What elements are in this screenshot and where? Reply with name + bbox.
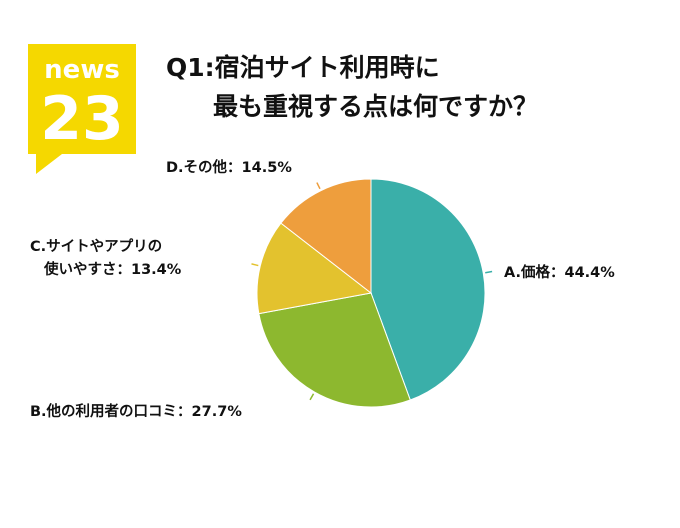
news23-logo: news 23 (28, 44, 136, 174)
slice-label-c-line1: C.サイトやアプリの (30, 238, 162, 255)
pie-slices (256, 178, 486, 408)
slice-label-b: B.他の利用者の口コミ：27.7% (30, 402, 242, 420)
slice-label-c-line2: 使いやすさ：13.4% (43, 260, 182, 278)
pie-slice-d (280, 178, 372, 295)
logo-text-23: 23 (40, 84, 124, 154)
logo-badge (28, 44, 136, 174)
pie-slice-c (256, 222, 373, 315)
chart-title-line1: Q1:宿泊サイト利用時に (166, 53, 440, 82)
leader-line-a (485, 270, 493, 274)
leader-line-b (309, 393, 315, 401)
slice-label-d: D.その他：14.5% (166, 158, 292, 176)
leader-line-d (316, 182, 321, 190)
leader-line-c (251, 263, 259, 267)
leader-lines (251, 182, 493, 401)
pie-slice-b (258, 292, 411, 408)
slice-label-a: A.価格：44.4% (504, 263, 615, 281)
pie-slice-a (370, 178, 486, 401)
chart-title-line2: 最も重視する点は何ですか？ (213, 92, 539, 121)
logo-text-news: news (44, 55, 120, 85)
